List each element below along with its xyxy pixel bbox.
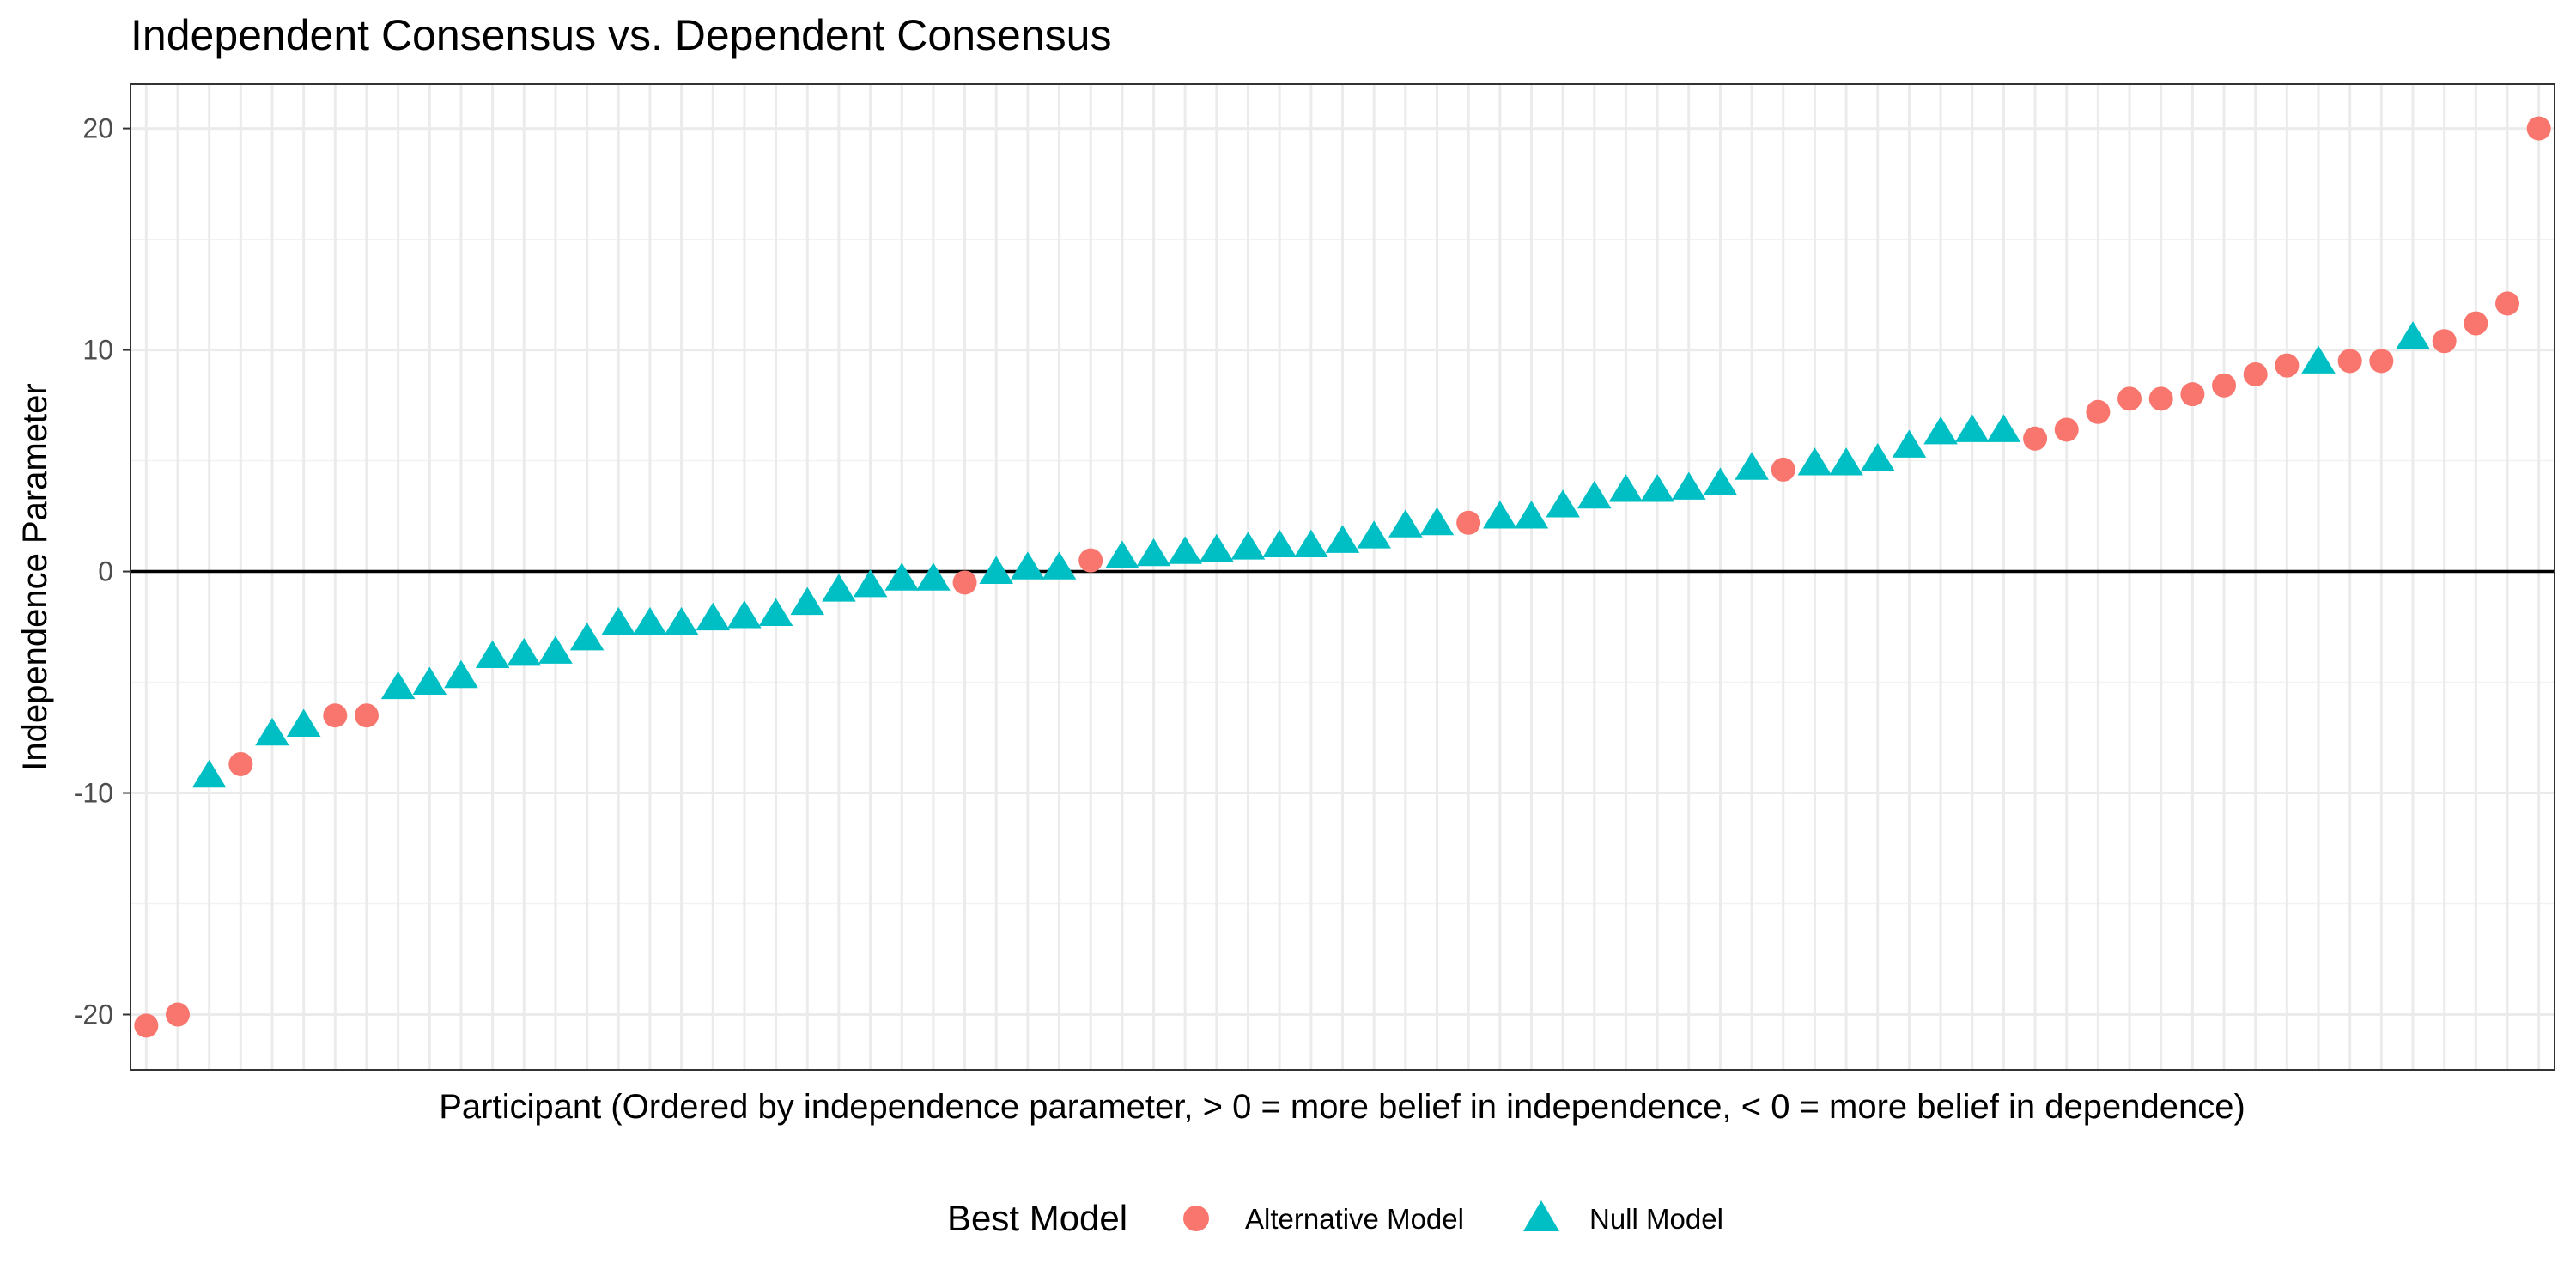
data-point-null-model <box>884 562 920 591</box>
data-point-alternative-model <box>952 570 977 595</box>
data-point-null-model <box>1860 442 1895 471</box>
data-point-alternative-model <box>2117 386 2142 411</box>
data-point-null-model <box>1892 429 1927 458</box>
data-point-null-model <box>1546 489 1580 518</box>
data-point-alternative-model <box>1771 457 1795 482</box>
data-points <box>134 116 2551 1038</box>
data-point-null-model <box>1105 540 1139 568</box>
data-point-null-model <box>191 759 227 788</box>
legend-label-null: Null Model <box>1589 1203 1723 1235</box>
data-point-null-model <box>507 638 542 666</box>
data-point-null-model <box>1042 551 1077 580</box>
data-point-alternative-model <box>2054 417 2079 442</box>
data-point-null-model <box>1514 501 1549 529</box>
data-point-null-model <box>822 574 856 602</box>
data-point-null-model <box>696 602 731 631</box>
data-point-null-model <box>475 640 510 668</box>
data-point-null-model <box>1954 414 1990 442</box>
data-point-alternative-model <box>323 703 348 728</box>
data-point-alternative-model <box>1078 548 1103 573</box>
data-point-null-model <box>1168 536 1202 564</box>
data-point-alternative-model <box>2432 329 2457 354</box>
y-tick-label: 20 <box>82 113 113 144</box>
data-point-alternative-model <box>165 1002 190 1027</box>
data-point-null-model <box>2301 345 2336 374</box>
data-point-null-model <box>255 717 289 746</box>
legend-title: Best Model <box>947 1198 1127 1238</box>
data-point-null-model <box>1986 414 2021 442</box>
data-point-null-model <box>444 659 478 689</box>
y-tick-label: -20 <box>74 999 113 1030</box>
data-point-null-model <box>286 708 321 737</box>
data-point-null-model <box>2396 321 2430 349</box>
data-point-null-model <box>1483 501 1517 529</box>
data-point-null-model <box>1419 507 1455 536</box>
data-point-alternative-model <box>228 751 253 776</box>
data-point-null-model <box>1577 480 1612 509</box>
data-point-null-model <box>1136 538 1171 567</box>
data-point-null-model <box>1325 525 1360 553</box>
grid <box>131 84 2555 1070</box>
data-point-alternative-model <box>2464 311 2488 336</box>
data-point-null-model <box>664 606 699 635</box>
legend: Best Model Alternative Model Null Model <box>947 1198 1723 1238</box>
data-point-null-model <box>1703 467 1738 495</box>
data-point-alternative-model <box>2180 382 2205 407</box>
data-point-null-model <box>1671 471 1706 500</box>
data-point-alternative-model <box>2337 349 2362 374</box>
data-point-null-model <box>1797 447 1832 476</box>
axes: -20 -10 0 10 20 <box>74 113 131 1030</box>
data-point-null-model <box>727 600 762 629</box>
data-point-null-model <box>633 606 667 635</box>
data-point-alternative-model <box>2369 349 2394 374</box>
data-point-alternative-model <box>2086 399 2111 424</box>
data-point-alternative-model <box>2243 361 2268 386</box>
data-point-null-model <box>1923 416 1958 445</box>
data-point-null-model <box>412 666 447 695</box>
legend-label-alternative: Alternative Model <box>1245 1203 1464 1235</box>
legend-key-alternative <box>1183 1206 1209 1231</box>
data-point-null-model <box>1608 474 1643 502</box>
y-tick-label: 0 <box>98 556 113 587</box>
data-point-alternative-model <box>2212 373 2237 398</box>
data-point-alternative-model <box>1456 510 1481 535</box>
data-point-alternative-model <box>2495 291 2520 316</box>
data-point-null-model <box>1357 520 1391 549</box>
chart-title: Independent Consensus vs. Dependent Cons… <box>131 11 1111 59</box>
data-point-alternative-model <box>2275 353 2300 378</box>
data-point-null-model <box>538 635 573 664</box>
data-point-null-model <box>853 569 888 598</box>
y-tick-label: -10 <box>74 778 113 809</box>
data-point-null-model <box>1200 533 1234 562</box>
data-point-null-model <box>1262 529 1297 557</box>
data-point-alternative-model <box>134 1013 159 1038</box>
x-axis-label: Participant (Ordered by independence par… <box>439 1088 2245 1126</box>
data-point-null-model <box>790 586 825 616</box>
data-point-null-model <box>601 606 636 635</box>
data-point-null-model <box>1829 447 1863 476</box>
y-axis-label: Independence Parameter <box>16 383 54 770</box>
data-point-null-model <box>569 622 605 651</box>
data-point-null-model <box>380 671 416 700</box>
data-point-null-model <box>979 556 1014 584</box>
data-point-alternative-model <box>354 703 379 728</box>
data-point-alternative-model <box>2148 386 2173 411</box>
data-point-null-model <box>758 598 793 626</box>
data-point-null-model <box>1388 509 1423 538</box>
plot-panel-border <box>130 83 2555 1071</box>
data-point-alternative-model <box>2526 116 2551 141</box>
data-point-alternative-model <box>2023 426 2048 451</box>
y-tick-label: 10 <box>82 335 113 366</box>
data-point-null-model <box>1735 452 1769 480</box>
data-point-null-model <box>1294 529 1328 557</box>
legend-key-null <box>1523 1200 1559 1231</box>
data-point-null-model <box>1011 551 1045 580</box>
data-point-null-model <box>916 562 951 591</box>
data-point-null-model <box>1230 532 1266 560</box>
data-point-null-model <box>1640 474 1674 502</box>
